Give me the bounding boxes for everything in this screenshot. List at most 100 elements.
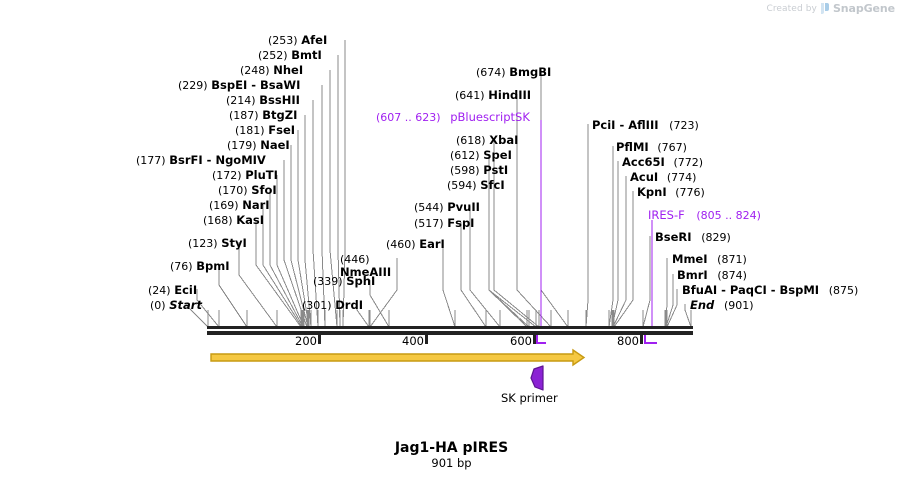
sk-primer-label[interactable]: SK primer	[501, 391, 558, 405]
site-label-bsshii[interactable]: (214) BssHII	[226, 94, 300, 107]
site-label-start[interactable]: (0) Start	[150, 299, 202, 312]
site-label-xbai[interactable]: (618) XbaI	[456, 134, 518, 147]
site-label-sfci[interactable]: (594) SfcI	[447, 179, 505, 192]
site-position: (252)	[258, 49, 288, 62]
site-position: (594)	[447, 179, 477, 192]
site-name: End	[690, 298, 715, 312]
site-label-styi[interactable]: (123) StyI	[188, 237, 247, 250]
site-label-bfuai-paqci-bspmi[interactable]: BfuAI - PaqCI - BspMI (875)	[682, 284, 858, 297]
site-name: NmeAIII	[340, 265, 392, 279]
site-position: (170)	[218, 184, 248, 197]
site-name: PciI - AflIII	[592, 118, 659, 132]
feature-label-pbluescriptsk[interactable]: (607 .. 623) pBluescriptSK	[376, 111, 530, 124]
site-label-btgzi[interactable]: (187) BtgZI	[229, 109, 297, 122]
site-position: (612)	[450, 149, 480, 162]
watermark-brand: SnapGene	[832, 2, 895, 15]
site-label-fspi[interactable]: (517) FspI	[414, 217, 474, 230]
site-label-eari[interactable]: (460) EarI	[386, 238, 445, 251]
sequence-title: Jag1-HA pIRES	[394, 440, 509, 456]
site-name: MmeI	[672, 252, 708, 266]
site-name: AfeI	[301, 33, 328, 47]
site-label-pcii-afliii[interactable]: PciI - AflIII (723)	[592, 119, 699, 132]
site-label-bmri[interactable]: BmrI (874)	[677, 269, 747, 282]
site-position: (24)	[148, 284, 171, 297]
site-label-fsei[interactable]: (181) FseI	[235, 124, 295, 137]
site-label-bpmi[interactable]: (76) BpmI	[170, 260, 230, 273]
site-label-ecii[interactable]: (24) EciI	[148, 284, 197, 297]
site-label-naei[interactable]: (179) NaeI	[227, 139, 290, 152]
site-label-bseri[interactable]: BseRI (829)	[655, 231, 731, 244]
site-label-bmgbi[interactable]: (674) BmgBI	[476, 66, 551, 79]
site-name: AcuI	[630, 170, 659, 184]
site-position: (172)	[212, 169, 242, 182]
site-label-pvuii[interactable]: (544) PvuII	[414, 201, 480, 214]
site-position: (76)	[170, 260, 193, 273]
site-label-bspei-bsawi[interactable]: (229) BspEI - BsaWI	[178, 79, 300, 92]
site-position: (177)	[136, 154, 166, 167]
site-name: BssHII	[259, 93, 300, 107]
ires-f-bracket	[644, 335, 657, 344]
site-position: (829)	[701, 231, 731, 244]
site-label-nmeaiii[interactable]: (446) NmeAIII	[340, 253, 392, 279]
site-name: PstI	[483, 163, 509, 177]
site-label-sfoi[interactable]: (170) SfoI	[218, 184, 277, 197]
site-position: (517)	[414, 217, 444, 230]
site-position: (618)	[456, 134, 486, 147]
site-position: (674)	[476, 66, 506, 79]
site-name: BseRI	[655, 230, 692, 244]
site-label-pluti[interactable]: (172) PluTI	[212, 169, 278, 182]
site-label-mmei[interactable]: MmeI (871)	[672, 253, 747, 266]
site-position: (446)	[340, 253, 370, 266]
site-position: (641)	[455, 89, 485, 102]
site-label-nari[interactable]: (169) NarI	[209, 199, 270, 212]
site-name: Acc65I	[622, 155, 665, 169]
site-name: HindIII	[488, 88, 532, 102]
site-name: Start	[169, 298, 202, 312]
sequence-axis	[207, 326, 693, 335]
site-name: FseI	[268, 123, 296, 137]
site-name: SpeI	[483, 148, 512, 162]
site-name: BfuAI - PaqCI - BspMI	[682, 283, 820, 297]
site-name: EarI	[419, 237, 445, 251]
feature-label-ires-f[interactable]: IRES-F (805 .. 824)	[648, 209, 761, 222]
site-name: PflMI	[616, 140, 649, 154]
ruler-tick-label-600: 600	[510, 334, 532, 348]
site-label-bsrfi-ngomiv[interactable]: (177) BsrFI - NgoMIV	[136, 154, 266, 167]
site-label-acc65i[interactable]: Acc65I (772)	[622, 156, 703, 169]
site-position: (460)	[386, 238, 416, 251]
site-position: (301)	[302, 299, 332, 312]
site-name: BmrI	[677, 268, 708, 282]
site-name: BtgZI	[262, 108, 298, 122]
site-label-end[interactable]: End (901)	[690, 299, 754, 312]
ruler-ticks	[318, 335, 643, 344]
site-label-spei[interactable]: (612) SpeI	[450, 149, 512, 162]
site-position: (901)	[723, 299, 754, 312]
site-position: (187)	[229, 109, 259, 122]
site-position: (214)	[226, 94, 256, 107]
ruler-tick-label-200: 200	[295, 334, 317, 348]
site-position: (181)	[235, 124, 265, 137]
feature-position: (607 .. 623)	[376, 111, 441, 124]
site-label-pflmi[interactable]: PflMI (767)	[616, 141, 687, 154]
site-name: BmgBI	[509, 65, 552, 79]
site-position: (253)	[268, 34, 298, 47]
site-label-bmti[interactable]: (252) BmtI	[258, 49, 322, 62]
site-position: (723)	[669, 119, 699, 132]
site-label-nhei[interactable]: (248) NheI	[240, 64, 303, 77]
site-label-sphi[interactable]: (339) SphI	[313, 275, 375, 288]
ruler-tick-label-400: 400	[402, 334, 424, 348]
snapgene-watermark: Created by SnapGene	[766, 2, 895, 15]
site-name: NarI	[242, 198, 270, 212]
site-position: (0)	[150, 299, 166, 312]
site-label-kpni[interactable]: KpnI (776)	[637, 186, 705, 199]
feature-brackets	[536, 335, 657, 344]
site-label-hindiii[interactable]: (641) HindIII	[455, 89, 531, 102]
site-position: (767)	[657, 141, 687, 154]
site-label-acui[interactable]: AcuI (774)	[630, 171, 696, 184]
site-label-kasi[interactable]: (168) KasI	[203, 214, 264, 227]
site-label-drdi[interactable]: (301) DrdI	[302, 299, 363, 312]
site-label-afei[interactable]: (253) AfeI	[268, 34, 327, 47]
site-name: SfoI	[251, 183, 277, 197]
site-label-psti[interactable]: (598) PstI	[450, 164, 508, 177]
